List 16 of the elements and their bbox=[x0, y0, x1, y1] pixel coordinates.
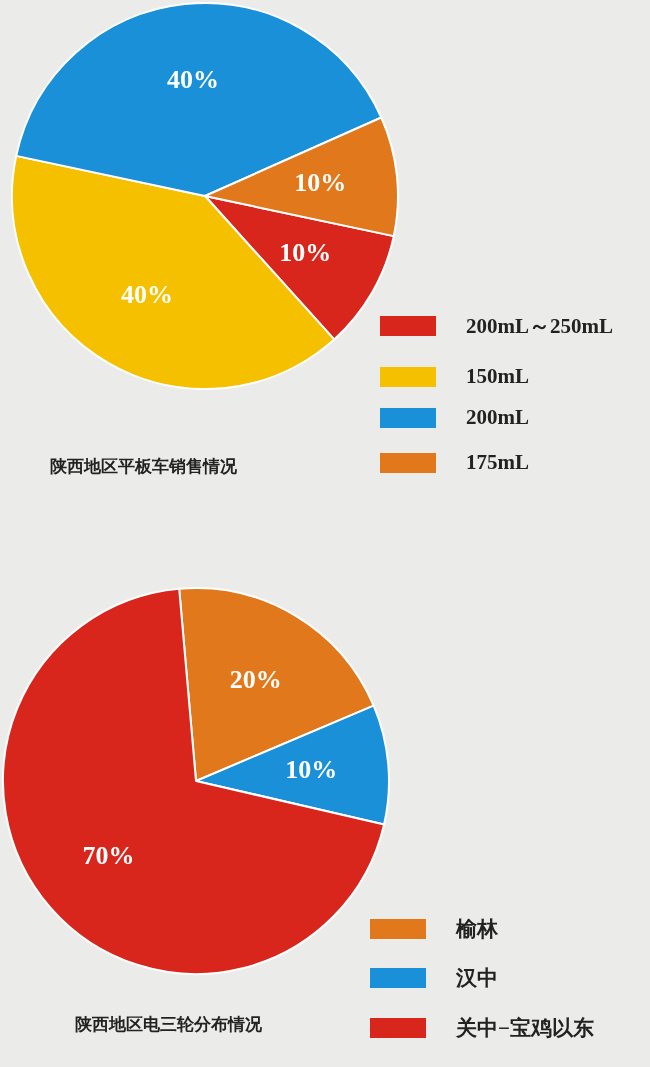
data-label: 70% bbox=[82, 840, 135, 870]
data-label: 10% bbox=[279, 237, 332, 267]
text: 陕西地区电三轮分布情况 bbox=[75, 1013, 262, 1036]
legend-label: 汉中 bbox=[456, 965, 498, 992]
legend-label: 200mL bbox=[466, 405, 529, 430]
text: 陕西地区平板车销售情况 bbox=[50, 455, 237, 478]
legend-label: 175mL bbox=[466, 450, 529, 475]
legend-label: 关中−宝鸡以东 bbox=[456, 1015, 594, 1042]
legend-label: 榆林 bbox=[456, 916, 498, 943]
legend-label: 150mL bbox=[466, 364, 529, 389]
data-label: 20% bbox=[229, 665, 282, 695]
data-label: 40% bbox=[121, 280, 174, 309]
data-label: 10% bbox=[294, 167, 347, 197]
legend-label: 200mL～250mL bbox=[466, 313, 613, 340]
data-label: 10% bbox=[285, 754, 338, 784]
data-label: 40% bbox=[166, 64, 219, 94]
